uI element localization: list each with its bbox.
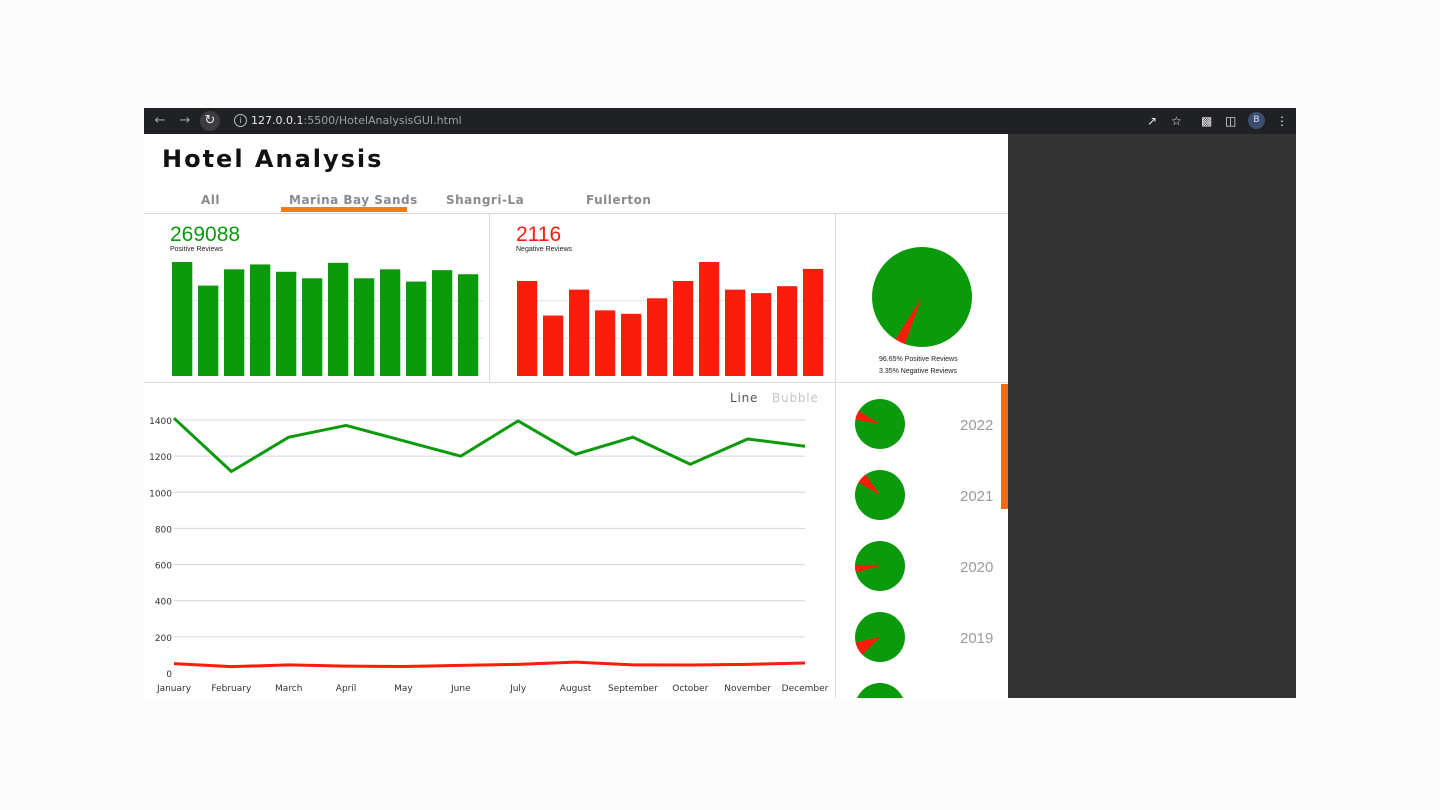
url-host: 127.0.0.1 xyxy=(251,114,304,127)
positive-bar-january[interactable] xyxy=(172,262,193,376)
pie-legend: 96.65% Positive Reviews 3.35% Negative R… xyxy=(879,354,958,378)
browser-toolbar: ← → ↻ i 127.0.0.1:5500/HotelAnalysisGUI.… xyxy=(144,108,1296,134)
x-tick-label: October xyxy=(672,684,708,694)
page-title: Hotel Analysis xyxy=(162,145,384,173)
y-tick-label: 1400 xyxy=(149,417,172,427)
x-tick-label: February xyxy=(211,684,252,694)
x-tick-label: July xyxy=(509,684,527,694)
positive-review-label: Positive Reviews xyxy=(170,246,223,253)
forward-arrow-icon[interactable]: → xyxy=(179,113,191,128)
positive-reviews-line[interactable] xyxy=(172,417,806,474)
positive-bar-october[interactable] xyxy=(406,281,427,376)
active-tab-indicator xyxy=(281,207,407,212)
positive-bar-november[interactable] xyxy=(432,270,453,376)
tab-fullerton[interactable]: Fullerton xyxy=(586,193,652,207)
positive-review-count: 269088 xyxy=(170,223,241,246)
negative-bar-october[interactable] xyxy=(751,293,772,376)
divider-middle xyxy=(144,382,1008,383)
address-bar[interactable]: i 127.0.0.1:5500/HotelAnalysisGUI.html xyxy=(228,110,1188,132)
positive-bar-april[interactable] xyxy=(250,264,271,376)
negative-bar-july[interactable] xyxy=(673,281,694,376)
menu-kebab-icon[interactable]: ⋮ xyxy=(1276,114,1288,128)
positive-bar-march[interactable] xyxy=(224,269,245,376)
negative-bar-september[interactable] xyxy=(725,289,746,376)
profile-avatar[interactable]: B xyxy=(1248,112,1265,129)
x-tick-label: September xyxy=(608,684,658,694)
share-icon[interactable]: ↗ xyxy=(1147,114,1158,128)
y-tick-label: 0 xyxy=(166,670,172,680)
negative-bar-april[interactable] xyxy=(595,310,616,376)
tab-all[interactable]: All xyxy=(201,193,221,207)
positive-percentage-text: 96.65% Positive Reviews xyxy=(879,356,958,363)
negative-bar-august[interactable] xyxy=(699,262,720,376)
side-panel-icon[interactable]: ◫ xyxy=(1225,114,1237,128)
yearly-sentiment-pies xyxy=(855,399,905,698)
line-toggle[interactable]: Line xyxy=(730,391,759,405)
year-label-2022[interactable]: 2022 xyxy=(960,417,994,434)
year-2022-negative-slice[interactable] xyxy=(855,410,880,424)
y-tick-label: 1200 xyxy=(149,453,172,463)
positive-bar-february[interactable] xyxy=(198,285,219,376)
positive-bar-july[interactable] xyxy=(328,262,349,376)
overall-negative-slice[interactable] xyxy=(895,297,922,344)
monthly-reviews-line-chart: 0 200 400 600 800 1000 1200 1400 January February… xyxy=(149,417,829,694)
positive-bar-december[interactable] xyxy=(458,274,479,376)
x-tick-label: December xyxy=(782,684,829,694)
negative-review-label: Negative Reviews xyxy=(516,246,573,253)
bookmark-star-icon[interactable]: ☆ xyxy=(1171,114,1182,128)
y-tick-label: 400 xyxy=(155,598,172,608)
x-tick-label: March xyxy=(275,684,302,694)
divider-top xyxy=(144,213,1008,214)
hotel-analysis-app: Hotel Analysis All Marina Bay Sands Shan… xyxy=(144,134,1008,698)
year-2019-negative-slice[interactable] xyxy=(855,637,880,655)
y-tick-label: 600 xyxy=(155,562,172,572)
x-tick-label: May xyxy=(394,684,413,694)
negative-monthly-bar-chart xyxy=(517,262,829,376)
year-scroll-indicator[interactable] xyxy=(1001,384,1008,509)
site-info-icon[interactable]: i xyxy=(234,114,247,127)
y-tick-label: 200 xyxy=(155,634,172,644)
negative-reviews-line[interactable] xyxy=(173,660,806,669)
x-tick-label: August xyxy=(560,684,592,694)
url-text[interactable]: 127.0.0.1:5500/HotelAnalysisGUI.html xyxy=(251,114,462,127)
negative-bar-november[interactable] xyxy=(777,286,798,376)
positive-bar-may[interactable] xyxy=(276,271,297,376)
x-tick-label: April xyxy=(336,684,357,694)
tab-marina-bay-sands[interactable]: Marina Bay Sands xyxy=(289,193,418,207)
y-tick-label: 800 xyxy=(155,525,172,535)
extensions-puzzle-icon[interactable]: ▩ xyxy=(1201,114,1213,128)
year-2021-negative-slice[interactable] xyxy=(858,474,880,495)
negative-bar-december[interactable] xyxy=(803,268,824,376)
bubble-toggle[interactable]: Bubble xyxy=(772,391,819,405)
year-label-2021[interactable]: 2021 xyxy=(960,488,994,505)
year-label-2020[interactable]: 2020 xyxy=(960,559,994,576)
negative-review-count: 2116 xyxy=(516,223,562,246)
divider-kpi-left xyxy=(489,214,490,382)
year-next-positive-slice[interactable] xyxy=(855,683,905,698)
devtools-panel xyxy=(1008,134,1296,698)
negative-bar-january[interactable] xyxy=(517,281,538,376)
year-2020-negative-slice[interactable] xyxy=(855,564,880,573)
year-label-2019[interactable]: 2019 xyxy=(960,630,994,647)
y-tick-label: 1000 xyxy=(149,489,172,499)
tab-shangri-la[interactable]: Shangri-La xyxy=(446,193,525,207)
positive-bar-august[interactable] xyxy=(354,278,375,376)
url-path: :5500/HotelAnalysisGUI.html xyxy=(303,114,462,127)
negative-bar-may[interactable] xyxy=(621,313,642,376)
x-tick-label: November xyxy=(724,684,771,694)
positive-bar-september[interactable] xyxy=(380,269,401,376)
reload-icon[interactable]: ↻ xyxy=(200,111,220,131)
negative-bar-march[interactable] xyxy=(569,289,590,376)
negative-bar-june[interactable] xyxy=(647,298,668,376)
x-tick-label: January xyxy=(156,684,192,694)
browser-window: ← → ↻ i 127.0.0.1:5500/HotelAnalysisGUI.… xyxy=(144,108,1296,698)
divider-kpi-right xyxy=(835,214,836,698)
positive-monthly-bar-chart xyxy=(172,262,484,376)
back-arrow-icon[interactable]: ← xyxy=(154,113,166,128)
overall-sentiment-pie xyxy=(872,247,972,347)
negative-percentage-text: 3.35% Negative Reviews xyxy=(879,368,957,375)
positive-bar-june[interactable] xyxy=(302,278,323,376)
negative-bar-february[interactable] xyxy=(543,315,564,376)
x-tick-label: June xyxy=(450,684,471,694)
